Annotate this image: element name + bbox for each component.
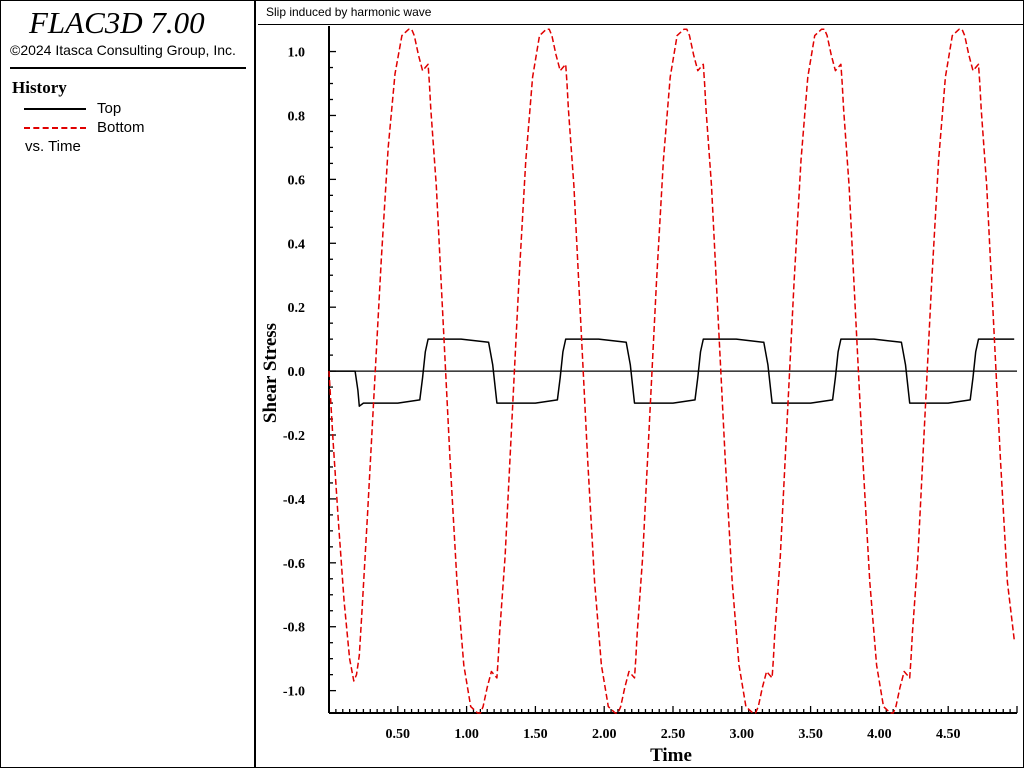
x-tick-label: 3.50	[798, 727, 823, 742]
y-ticks: 1.0 0.8 0.6 0.4 0.2 0.0 -0.2 -0.4 -0.6 -0.8 -1.0	[283, 46, 336, 700]
app-title: FLAC3D 7.00	[29, 5, 205, 40]
legend-item-top: Top	[1, 100, 251, 118]
x-tick-label: 2.50	[661, 727, 686, 742]
x-tick-label: 4.00	[867, 727, 892, 742]
y-tick-label: -1.0	[283, 685, 305, 700]
y-axis-title: Shear Stress	[260, 323, 281, 423]
x-tick-label: 0.50	[386, 727, 411, 742]
y-tick-label: 0.0	[288, 365, 306, 380]
x-ticks: 0.50 1.00 1.50 2.00 2.50 3.00 3.50 4.00 4.50	[335, 706, 1018, 742]
y-tick-label: 0.8	[288, 109, 306, 124]
series-line-bottom	[328, 28, 1015, 714]
x-tick-label: 3.00	[730, 727, 755, 742]
y-tick-label: -0.2	[283, 429, 305, 444]
copyright-text: ©2024 Itasca Consulting Group, Inc.	[10, 42, 236, 58]
y-tick-label: -0.6	[283, 557, 305, 572]
y-tick-label: -0.8	[283, 621, 305, 636]
title-divider	[10, 67, 246, 69]
x-tick-label: 1.00	[454, 727, 479, 742]
legend-panel: FLAC3D 7.00 ©2024 Itasca Consulting Grou…	[1, 1, 256, 767]
y-tick-label: 0.6	[288, 173, 306, 188]
series-line-top	[329, 338, 1015, 407]
legend-label-top: Top	[97, 100, 122, 117]
x-tick-label: 4.50	[936, 727, 961, 742]
plot-title: Slip induced by harmonic wave	[266, 5, 432, 19]
y-tick-label: 0.4	[288, 237, 306, 252]
legend-swatch-bottom	[24, 127, 86, 129]
x-tick-label: 1.50	[523, 727, 548, 742]
y-tick-label: 0.2	[288, 301, 306, 316]
vs-time-label: vs. Time	[25, 138, 81, 155]
y-tick-label: 1.0	[288, 46, 306, 61]
legend-swatch-top	[24, 108, 86, 110]
plot-title-bar: Slip induced by harmonic wave	[258, 1, 1023, 25]
history-heading: History	[12, 78, 67, 97]
x-tick-label: 2.00	[592, 727, 617, 742]
legend-label-bottom: Bottom	[97, 119, 145, 136]
y-tick-label: -0.4	[283, 493, 305, 508]
series-layer	[328, 28, 1015, 714]
x-axis-title: Time	[650, 745, 692, 766]
legend-item-bottom: Bottom	[1, 119, 251, 137]
